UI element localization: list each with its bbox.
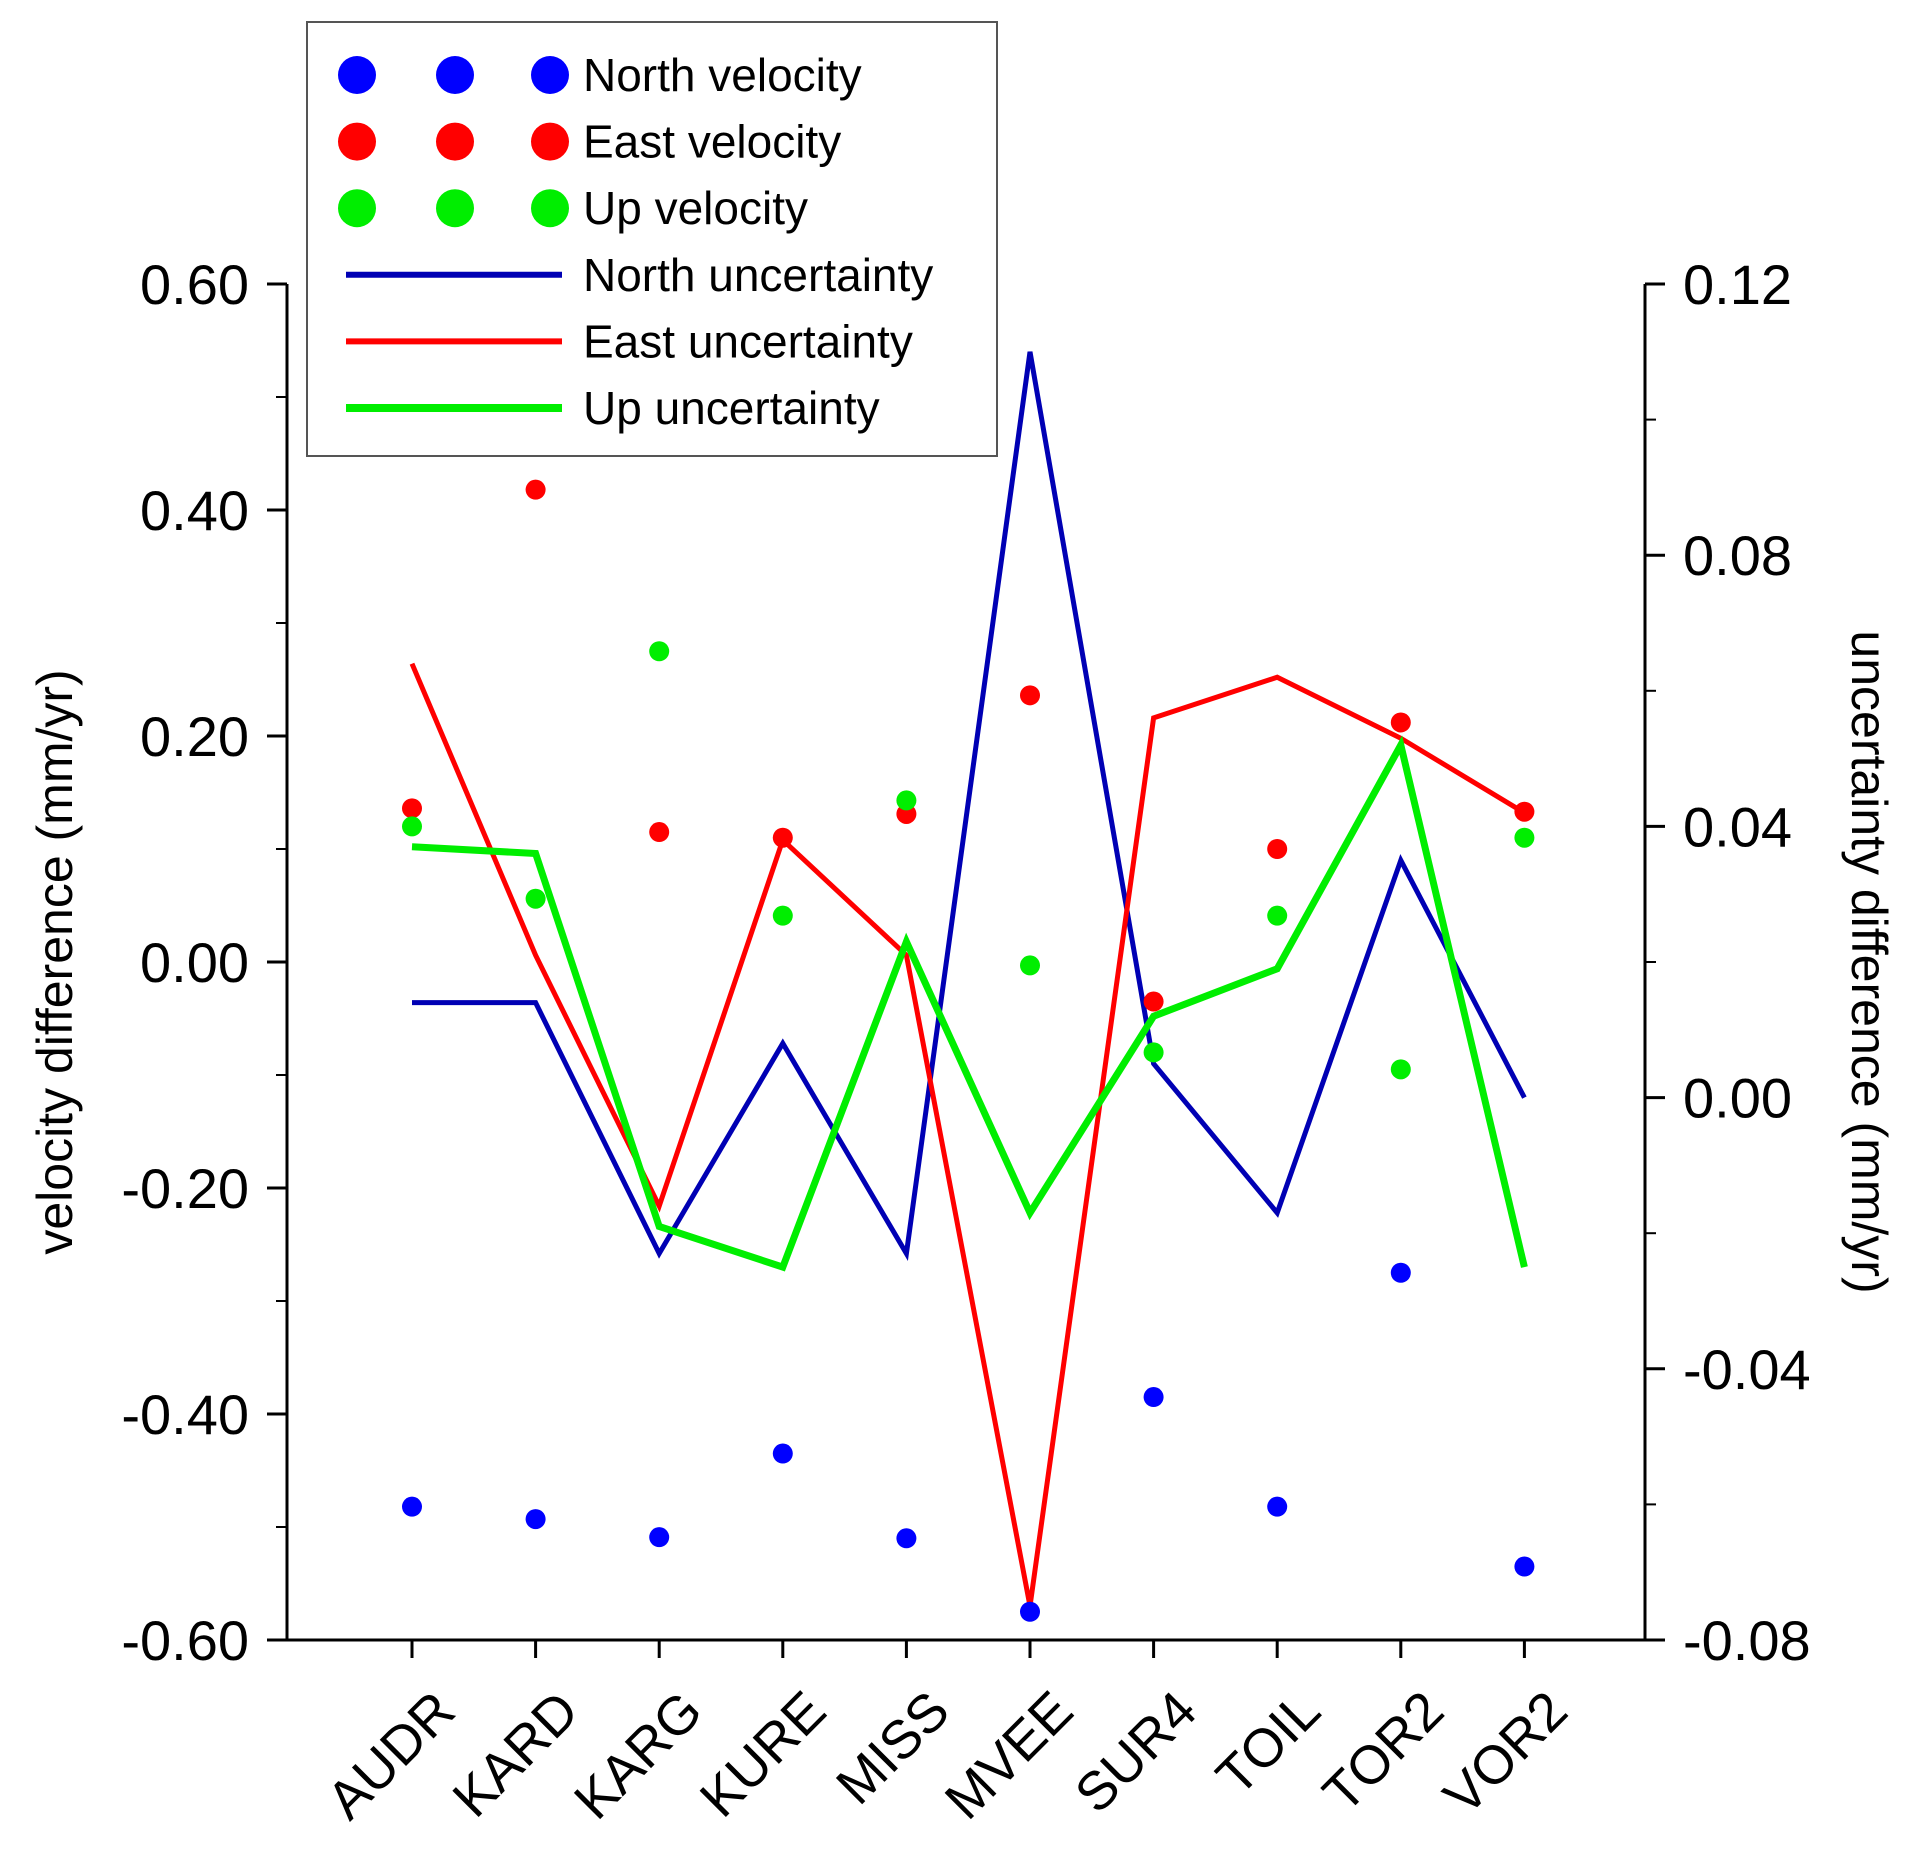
legend-marker-north-velocity bbox=[531, 56, 569, 94]
point-up-velocity bbox=[1143, 1042, 1164, 1063]
point-east-velocity bbox=[402, 798, 422, 819]
legend-label: East velocity bbox=[583, 116, 841, 168]
line-series-east-uncertainty bbox=[409, 662, 1526, 1607]
legend-marker-north-velocity bbox=[436, 56, 474, 94]
y-tick-label: 0.60 bbox=[140, 253, 249, 316]
legend-label: Up uncertainty bbox=[583, 382, 880, 434]
legend-label: North uncertainty bbox=[583, 249, 933, 301]
point-east-velocity bbox=[772, 827, 793, 848]
point-east-velocity bbox=[525, 479, 546, 500]
point-north-velocity bbox=[1020, 1601, 1040, 1622]
left-axis-ticks: -0.60 -0.40 -0.20 0.00 0.20 0.40 0.60 bbox=[121, 253, 287, 1672]
x-tick-label: MVEE bbox=[934, 1680, 1085, 1831]
point-north-velocity bbox=[1143, 1387, 1164, 1408]
legend: North velocity East velocity Up velocity No… bbox=[306, 21, 998, 457]
point-up-velocity bbox=[402, 816, 422, 837]
y2-tick-label: -0.08 bbox=[1683, 1609, 1811, 1672]
point-up-velocity bbox=[1020, 955, 1040, 976]
y2-tick-label: -0.04 bbox=[1683, 1338, 1811, 1401]
point-north-velocity bbox=[772, 1443, 793, 1464]
point-east-velocity bbox=[1020, 685, 1040, 706]
legend-label: East uncertainty bbox=[583, 315, 913, 367]
line-series-north-uncertainty bbox=[412, 351, 1527, 1262]
y-tick-label: 0.20 bbox=[140, 705, 249, 768]
point-up-velocity bbox=[1267, 905, 1288, 926]
legend-marker-up-velocity bbox=[338, 189, 376, 228]
y-tick-label: 0.00 bbox=[140, 931, 249, 994]
y2-tick-label: 0.00 bbox=[1683, 1067, 1792, 1130]
x-tick-label: KARD bbox=[442, 1680, 591, 1829]
point-up-velocity bbox=[1390, 1059, 1411, 1080]
line-series-up-uncertainty bbox=[411, 735, 1528, 1272]
y2-tick-label: 0.04 bbox=[1683, 795, 1792, 858]
y2-tick-label: 0.08 bbox=[1683, 524, 1792, 587]
point-up-velocity bbox=[896, 790, 917, 811]
y-tick-label: 0.40 bbox=[140, 479, 249, 542]
point-up-velocity bbox=[525, 888, 546, 909]
legend-marker-up-velocity bbox=[436, 189, 474, 228]
legend-box bbox=[306, 21, 998, 457]
y-tick-label: -0.60 bbox=[121, 1609, 249, 1672]
point-north-velocity bbox=[525, 1509, 546, 1530]
legend-marker-east-velocity bbox=[338, 122, 376, 161]
point-east-velocity bbox=[1390, 712, 1411, 733]
legend-label: North velocity bbox=[583, 49, 862, 101]
point-up-velocity bbox=[772, 905, 793, 926]
point-north-velocity bbox=[1390, 1262, 1411, 1283]
point-north-velocity bbox=[1267, 1496, 1288, 1517]
point-east-velocity bbox=[649, 822, 670, 843]
y-tick-label: -0.40 bbox=[121, 1383, 249, 1446]
x-tick-label: SUR4 bbox=[1064, 1680, 1208, 1824]
right-axis-ticks: -0.08 -0.04 0.00 0.04 0.08 0.12 bbox=[1645, 253, 1811, 1672]
point-north-velocity bbox=[402, 1496, 422, 1517]
point-up-velocity bbox=[649, 641, 670, 662]
velocity-points bbox=[402, 479, 1535, 1622]
x-tick-label: KARG bbox=[563, 1680, 714, 1831]
x-tick-label: TOIL bbox=[1205, 1680, 1332, 1807]
x-tick-label: KURE bbox=[689, 1680, 838, 1829]
point-up-velocity bbox=[1514, 827, 1535, 848]
x-tick-label: AUDR bbox=[316, 1680, 467, 1831]
legend-label: Up velocity bbox=[583, 182, 808, 234]
point-north-velocity bbox=[649, 1527, 670, 1548]
uncertainty-lines bbox=[409, 351, 1528, 1607]
y-tick-label: -0.20 bbox=[121, 1157, 249, 1220]
point-east-velocity bbox=[1514, 801, 1535, 822]
legend-marker-up-velocity bbox=[531, 189, 569, 228]
y-axis-title: velocity difference (mm/yr) bbox=[27, 669, 83, 1254]
legend-marker-north-velocity bbox=[338, 56, 376, 94]
x-tick-label: VOR2 bbox=[1432, 1680, 1578, 1826]
point-north-velocity bbox=[896, 1528, 917, 1549]
legend-marker-east-velocity bbox=[531, 122, 569, 161]
legend-marker-east-velocity bbox=[436, 122, 474, 161]
y2-tick-label: 0.12 bbox=[1683, 253, 1792, 316]
x-tick-label: TOR2 bbox=[1312, 1680, 1456, 1824]
point-east-velocity bbox=[1267, 839, 1288, 859]
point-east-velocity bbox=[1143, 991, 1164, 1012]
point-north-velocity bbox=[1514, 1556, 1535, 1577]
y2-axis-title: uncertainty difference (mm/yr) bbox=[1841, 630, 1897, 1293]
